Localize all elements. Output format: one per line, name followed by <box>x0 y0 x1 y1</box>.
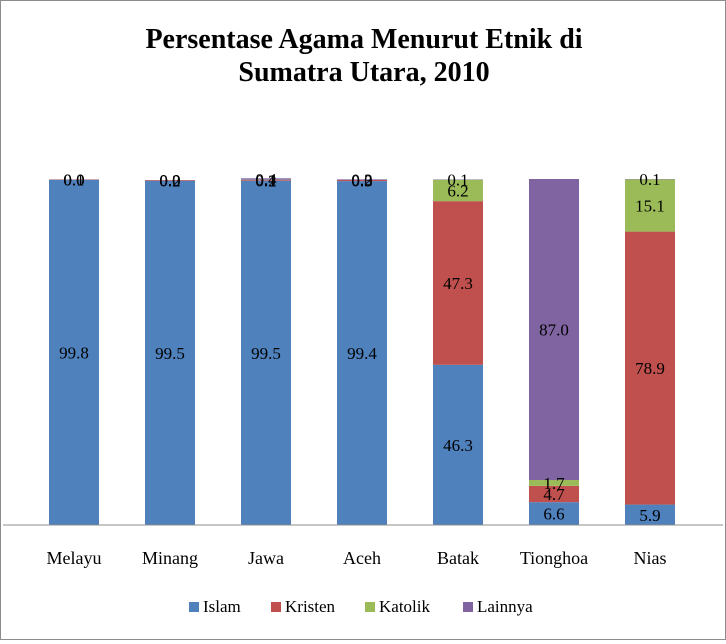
legend-label-lainnya: Lainnya <box>477 597 533 616</box>
data-label-islam-tionghoa: 6.6 <box>543 505 564 524</box>
data-label-katolik-tionghoa: 1.7 <box>543 474 565 493</box>
data-label-lainnya-aceh: 0.2 <box>351 171 372 190</box>
data-label-lainnya-minang: 0.0 <box>159 171 180 190</box>
data-label-islam-minang: 99.5 <box>155 344 185 363</box>
chart-title-line-1: Persentase Agama Menurut Etnik di <box>145 24 582 55</box>
legend-label-katolik: Katolik <box>379 597 430 616</box>
chart-title: Persentase Agama Menurut Etnik di Sumatr… <box>145 24 582 88</box>
data-label-kristen-batak: 47.3 <box>443 274 473 293</box>
x-tick-label-minang: Minang <box>142 548 198 568</box>
legend: Islam Kristen Katolik Lainnya <box>189 597 533 616</box>
x-tick-label-tionghoa: Tionghoa <box>520 548 588 568</box>
legend-label-kristen: Kristen <box>285 597 336 616</box>
data-label-lainnya-jawa: 0.4 <box>255 170 277 189</box>
x-tick-label-melayu: Melayu <box>47 548 102 568</box>
x-axis-tick-labels: Melayu Minang Jawa Aceh Batak Tionghoa Nias <box>47 548 667 568</box>
chart-title-line-2: Sumatra Utara, 2010 <box>238 57 489 88</box>
x-tick-label-aceh: Aceh <box>343 548 381 568</box>
x-tick-label-batak: Batak <box>437 548 479 568</box>
legend-swatch-katolik <box>365 602 375 612</box>
x-tick-label-nias: Nias <box>634 548 667 568</box>
data-label-islam-aceh: 99.4 <box>347 344 377 363</box>
legend-swatch-lainnya <box>463 602 473 612</box>
data-label-katolik-nias: 15.1 <box>635 196 665 215</box>
plot-area: 99.80.10.00.099.50.20.00.099.50.20.10.49… <box>49 170 675 525</box>
data-label-islam-jawa: 99.5 <box>251 344 281 363</box>
data-label-islam-nias: 5.9 <box>639 506 660 525</box>
data-label-lainnya-nias: 0.1 <box>639 170 660 189</box>
legend-swatch-islam <box>189 602 199 612</box>
data-label-islam-melayu: 99.8 <box>59 343 89 362</box>
legend-label-islam: Islam <box>203 597 241 616</box>
x-tick-label-jawa: Jawa <box>248 548 284 568</box>
data-label-islam-batak: 46.3 <box>443 436 473 455</box>
data-label-kristen-nias: 78.9 <box>635 359 665 378</box>
data-label-lainnya-batak: 0.1 <box>447 171 468 190</box>
data-label-lainnya-tionghoa: 87.0 <box>539 321 569 340</box>
data-label-lainnya-melayu: 0.0 <box>63 170 84 189</box>
legend-swatch-kristen <box>271 602 281 612</box>
